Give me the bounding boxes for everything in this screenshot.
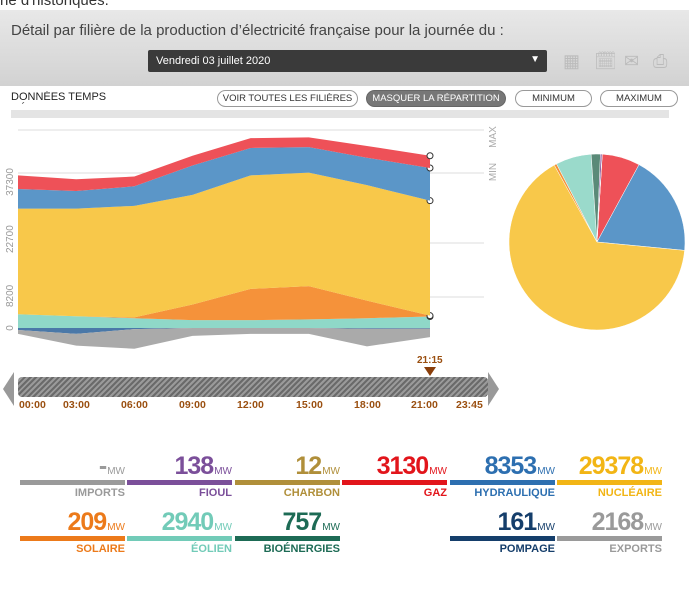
timeline-tick: 12:00 bbox=[237, 399, 264, 411]
realtime-label[interactable]: DONNÉES TEMPS RÉEL bbox=[11, 91, 107, 104]
source-color-bar bbox=[557, 536, 662, 541]
source-value: 209MW bbox=[67, 508, 126, 536]
area-nucléaire bbox=[18, 172, 430, 318]
cursor-marker-icon[interactable] bbox=[424, 367, 436, 376]
source-label: IMPORTS bbox=[74, 487, 125, 499]
source-card-nucléaire[interactable]: 29378MW NUCLÉAIRE bbox=[557, 452, 662, 502]
timeline-tick: 03:00 bbox=[63, 399, 90, 411]
source-color-bar bbox=[127, 536, 232, 541]
email-icon[interactable]: ✉ bbox=[624, 51, 640, 71]
source-card-pompage[interactable]: 161MW POMPAGE bbox=[450, 508, 555, 558]
source-label: ÉOLIEN bbox=[191, 543, 232, 555]
area-exports bbox=[18, 328, 430, 349]
source-color-bar bbox=[235, 536, 340, 541]
timeline-tick: 23:45 bbox=[456, 399, 483, 411]
production-chart[interactable]: 0 8200 22700 37300 MAX MIN bbox=[0, 0, 689, 370]
area-pompage bbox=[18, 328, 430, 334]
source-value: 8353MW bbox=[484, 452, 555, 480]
source-card-solaire[interactable]: 209MW SOLAIRE bbox=[20, 508, 125, 558]
source-card-gaz[interactable]: 3130MW GAZ bbox=[342, 452, 447, 502]
header-panel: Détail par filière de la production d’él… bbox=[0, 10, 689, 86]
area-éolien bbox=[18, 314, 430, 328]
source-value: 757MW bbox=[282, 508, 341, 536]
print-icon[interactable]: ⎙ bbox=[653, 51, 668, 71]
area-gaz bbox=[18, 137, 430, 192]
source-value: 2940MW bbox=[161, 508, 232, 536]
date-select[interactable]: Vendredi 03 juillet 2020 ▼ bbox=[148, 50, 547, 72]
source-card-bioénergies[interactable]: 757MW BIOÉNERGIES bbox=[235, 508, 340, 558]
calendar-icon[interactable]: ▦ bbox=[563, 51, 581, 71]
source-color-bar bbox=[342, 480, 447, 485]
source-value: -MW bbox=[98, 452, 125, 480]
prev-arrow-icon[interactable] bbox=[3, 372, 14, 406]
pie-slice-charbon[interactable] bbox=[596, 153, 603, 243]
timeline-slider[interactable] bbox=[18, 377, 488, 397]
source-color-bar bbox=[450, 480, 555, 485]
show-all-button[interactable]: VOIR TOUTES LES FILIÈRES bbox=[217, 90, 358, 107]
source-color-bar bbox=[235, 480, 340, 485]
area-hydraulique bbox=[18, 147, 430, 209]
y-tick-label: 22700 bbox=[5, 225, 16, 253]
page-title: Détail par filière de la production d’él… bbox=[11, 22, 504, 39]
source-label: CHARBON bbox=[283, 487, 340, 499]
right-label-min[interactable]: MIN bbox=[488, 163, 499, 181]
source-color-bar bbox=[20, 536, 125, 541]
pie-slice-nucléaire[interactable] bbox=[508, 164, 685, 331]
source-card-hydraulique[interactable]: 8353MW HYDRAULIQUE bbox=[450, 452, 555, 502]
area-solaire bbox=[18, 286, 430, 321]
source-card-imports[interactable]: -MW IMPORTS bbox=[20, 452, 125, 502]
source-color-bar bbox=[450, 536, 555, 541]
source-value: 161MW bbox=[497, 508, 556, 536]
source-label: BIOÉNERGIES bbox=[263, 543, 340, 555]
source-label: POMPAGE bbox=[499, 543, 555, 555]
source-label: SOLAIRE bbox=[76, 543, 125, 555]
timeline-tick: 18:00 bbox=[354, 399, 381, 411]
right-label-max[interactable]: MAX bbox=[488, 126, 499, 148]
source-value: 2168MW bbox=[591, 508, 662, 536]
y-tick-label: 8200 bbox=[5, 284, 16, 307]
date-value: Vendredi 03 juillet 2020 bbox=[156, 55, 271, 67]
source-label: NUCLÉAIRE bbox=[597, 487, 662, 499]
timeline-tick: 06:00 bbox=[121, 399, 148, 411]
chevron-down-icon: ▼ bbox=[530, 54, 540, 65]
y-tick-label: 37300 bbox=[5, 168, 16, 196]
minimum-button[interactable]: MINIMUM bbox=[515, 90, 592, 107]
source-label: EXPORTS bbox=[609, 543, 662, 555]
source-card-charbon[interactable]: 12MW CHARBON bbox=[235, 452, 340, 502]
timeline-tick: 21:00 bbox=[411, 399, 438, 411]
next-arrow-icon[interactable] bbox=[488, 372, 499, 406]
source-color-bar bbox=[127, 480, 232, 485]
divider bbox=[11, 110, 669, 118]
timeline-tick: 09:00 bbox=[179, 399, 206, 411]
source-value: 3130MW bbox=[376, 452, 447, 480]
source-color-bar bbox=[20, 480, 125, 485]
source-value: 12MW bbox=[295, 452, 340, 480]
source-card-éolien[interactable]: 2940MW ÉOLIEN bbox=[127, 508, 232, 558]
pie-slice-hydraulique[interactable] bbox=[596, 164, 686, 251]
series-endpoint bbox=[426, 152, 434, 160]
timeline-tick: 00:00 bbox=[19, 399, 46, 411]
hide-breakdown-button[interactable]: MASQUER LA RÉPARTITION bbox=[366, 90, 506, 107]
maximum-button[interactable]: MAXIMUM bbox=[600, 90, 678, 107]
timeline-tick: 15:00 bbox=[296, 399, 323, 411]
source-card-exports[interactable]: 2168MW EXPORTS bbox=[557, 508, 662, 558]
y-tick-label: 0 bbox=[5, 325, 16, 331]
source-value: 138MW bbox=[174, 452, 233, 480]
source-label: HYDRAULIQUE bbox=[474, 487, 555, 499]
source-color-bar bbox=[557, 480, 662, 485]
source-card-fioul[interactable]: 138MW FIOUL bbox=[127, 452, 232, 502]
source-label: FIOUL bbox=[199, 487, 232, 499]
page-intro-text: ne d'historiques. bbox=[0, 0, 109, 9]
source-label: GAZ bbox=[423, 487, 447, 499]
current-time: 21:15 bbox=[417, 355, 443, 366]
calendar-a-icon[interactable]: 🗓 bbox=[594, 51, 617, 71]
source-value: 29378MW bbox=[578, 452, 662, 480]
